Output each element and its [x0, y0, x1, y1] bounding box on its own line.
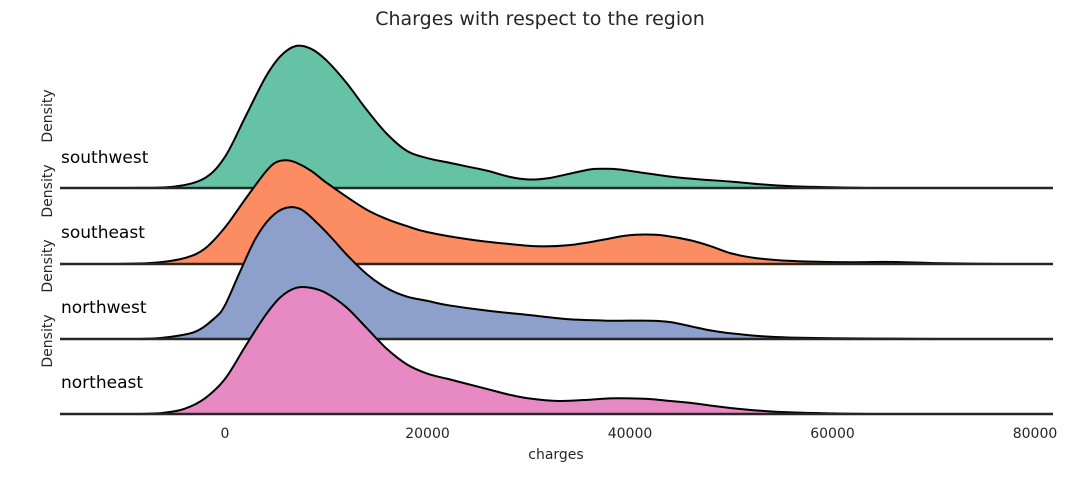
ridge-southwest: southwest Density — [40, 44, 1053, 190]
x-axis-ticks: 0 20000 40000 60000 80000 — [221, 426, 1058, 442]
ridges-layer: southwestDensitysoutheastDensitynorthwes… — [40, 44, 1053, 416]
x-tick-label: 40000 — [608, 426, 653, 442]
x-tick-label: 80000 — [1013, 426, 1058, 442]
y-axis-label: Density — [40, 239, 56, 292]
ridge-area-northeast — [138, 286, 868, 414]
chart-title: Charges with respect to the region — [375, 8, 705, 30]
y-axis-label: Density — [40, 314, 56, 367]
ridge-label-northeast: northeast — [61, 373, 143, 393]
ridge-area-southeast — [113, 160, 1000, 264]
y-axis-label: Density — [40, 164, 56, 217]
ridge-southeast: southeast Density — [40, 159, 1053, 266]
y-axis-label: Density — [40, 89, 56, 142]
ridge-area-southwest — [128, 45, 868, 188]
ridge-label-southwest: southwest — [61, 148, 149, 168]
x-axis-label: charges — [528, 447, 583, 463]
ridge-label-northwest: northwest — [61, 298, 147, 318]
ridge-line-southwest — [128, 44, 868, 189]
ridge-northeast: northeast Density — [40, 286, 1053, 416]
ridge-northwest: northwest Density — [40, 206, 1053, 341]
ridge-line-northwest — [138, 206, 934, 340]
ridge-label-southeast: southeast — [61, 223, 145, 243]
ridge-line-northeast — [138, 286, 868, 415]
x-tick-label: 0 — [221, 426, 230, 442]
x-tick-label: 60000 — [810, 426, 855, 442]
x-tick-label: 20000 — [405, 426, 450, 442]
ridge-line-southeast — [113, 159, 1000, 265]
